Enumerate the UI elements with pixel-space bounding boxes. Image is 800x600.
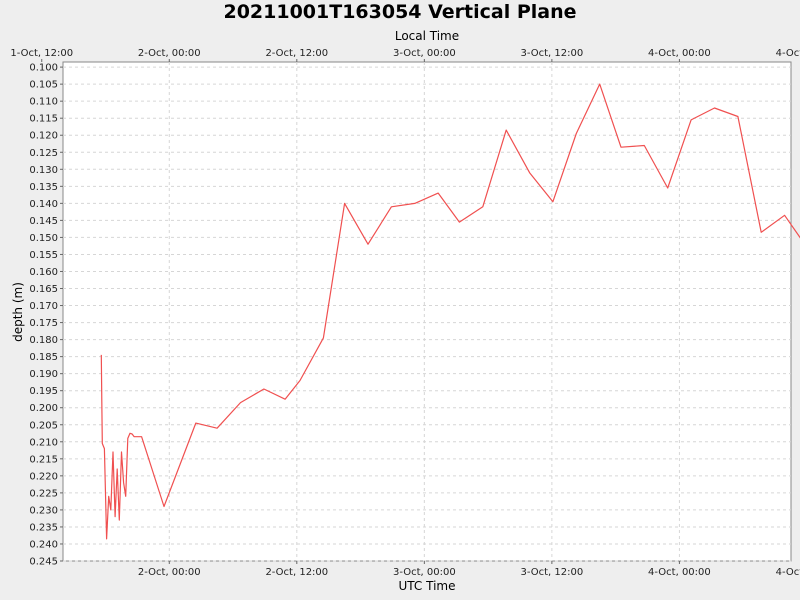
- y-tick-label: 0.240: [29, 539, 58, 550]
- y-tick-label: 0.245: [29, 557, 58, 568]
- y-tick-label: 0.160: [29, 267, 58, 278]
- y-tick-label: 0.205: [29, 420, 58, 431]
- x-tick-label: 4-Oct, 12:00: [776, 567, 800, 578]
- y-tick-label: 0.190: [29, 369, 58, 380]
- y-tick-label: 0.145: [29, 216, 58, 227]
- y-ticks: 0.100 0.105 0.110 0.115 0.120 0.125 0.130 0.135…: [29, 63, 63, 568]
- y-tick-label: 0.135: [29, 182, 58, 193]
- y-tick-label: 0.195: [29, 386, 58, 397]
- top-x-tick-label: 4-Oct, 12:00: [776, 48, 800, 59]
- x-tick-label: 2-Oct, 00:00: [138, 567, 201, 578]
- grid-lines: [63, 62, 791, 562]
- x-tick-label: 3-Oct, 12:00: [521, 567, 584, 578]
- top-x-tick-label: 3-Oct, 00:00: [393, 48, 456, 59]
- y-tick-label: 0.175: [29, 318, 58, 329]
- y-tick-label: 0.120: [29, 131, 58, 142]
- y-tick-label: 0.180: [29, 335, 58, 346]
- top-x-ticks: 1-Oct, 12:00 2-Oct, 00:00 2-Oct, 12:00 3-Oc…: [10, 48, 800, 62]
- x-tick-label: 3-Oct, 00:00: [393, 567, 456, 578]
- y-tick-label: 0.215: [29, 454, 58, 465]
- y-tick-label: 0.110: [29, 97, 58, 108]
- plot-area: [62, 61, 792, 562]
- y-tick-label: 0.115: [29, 114, 58, 125]
- top-axis-title: Local Time: [395, 29, 459, 43]
- y-tick-label: 0.165: [29, 284, 58, 295]
- top-x-tick-label: 4-Oct, 00:00: [648, 48, 711, 59]
- top-x-tick-label: 3-Oct, 12:00: [521, 48, 584, 59]
- y-axis-title: depth (m): [11, 282, 25, 342]
- y-tick-label: 0.225: [29, 488, 58, 499]
- y-tick-label: 0.210: [29, 437, 58, 448]
- y-tick-label: 0.100: [29, 63, 58, 74]
- y-tick-label: 0.230: [29, 505, 58, 516]
- series-line-0: [100, 83, 800, 540]
- y-tick-label: 0.220: [29, 471, 58, 482]
- series-group: [100, 83, 800, 540]
- chart-title: 20211001T163054 Vertical Plane: [223, 1, 576, 23]
- x-ticks: 2-Oct, 00:00 2-Oct, 12:00 3-Oct, 00:00 3-Oc…: [138, 561, 800, 578]
- y-tick-label: 0.155: [29, 250, 58, 261]
- x-tick-label: 2-Oct, 12:00: [265, 567, 328, 578]
- top-x-tick-label: 2-Oct, 12:00: [265, 48, 328, 59]
- x-tick-label: 4-Oct, 00:00: [648, 567, 711, 578]
- y-tick-label: 0.105: [29, 80, 58, 91]
- top-x-tick-label: 1-Oct, 12:00: [10, 48, 73, 59]
- top-x-tick-label: 2-Oct, 00:00: [138, 48, 201, 59]
- x-axis-title: UTC Time: [399, 579, 456, 593]
- y-tick-label: 0.185: [29, 352, 58, 363]
- y-tick-label: 0.130: [29, 165, 58, 176]
- y-tick-label: 0.170: [29, 301, 58, 312]
- y-tick-label: 0.125: [29, 148, 58, 159]
- y-tick-label: 0.140: [29, 199, 58, 210]
- y-tick-label: 0.150: [29, 233, 58, 244]
- y-tick-label: 0.200: [29, 403, 58, 414]
- y-tick-label: 0.235: [29, 522, 58, 533]
